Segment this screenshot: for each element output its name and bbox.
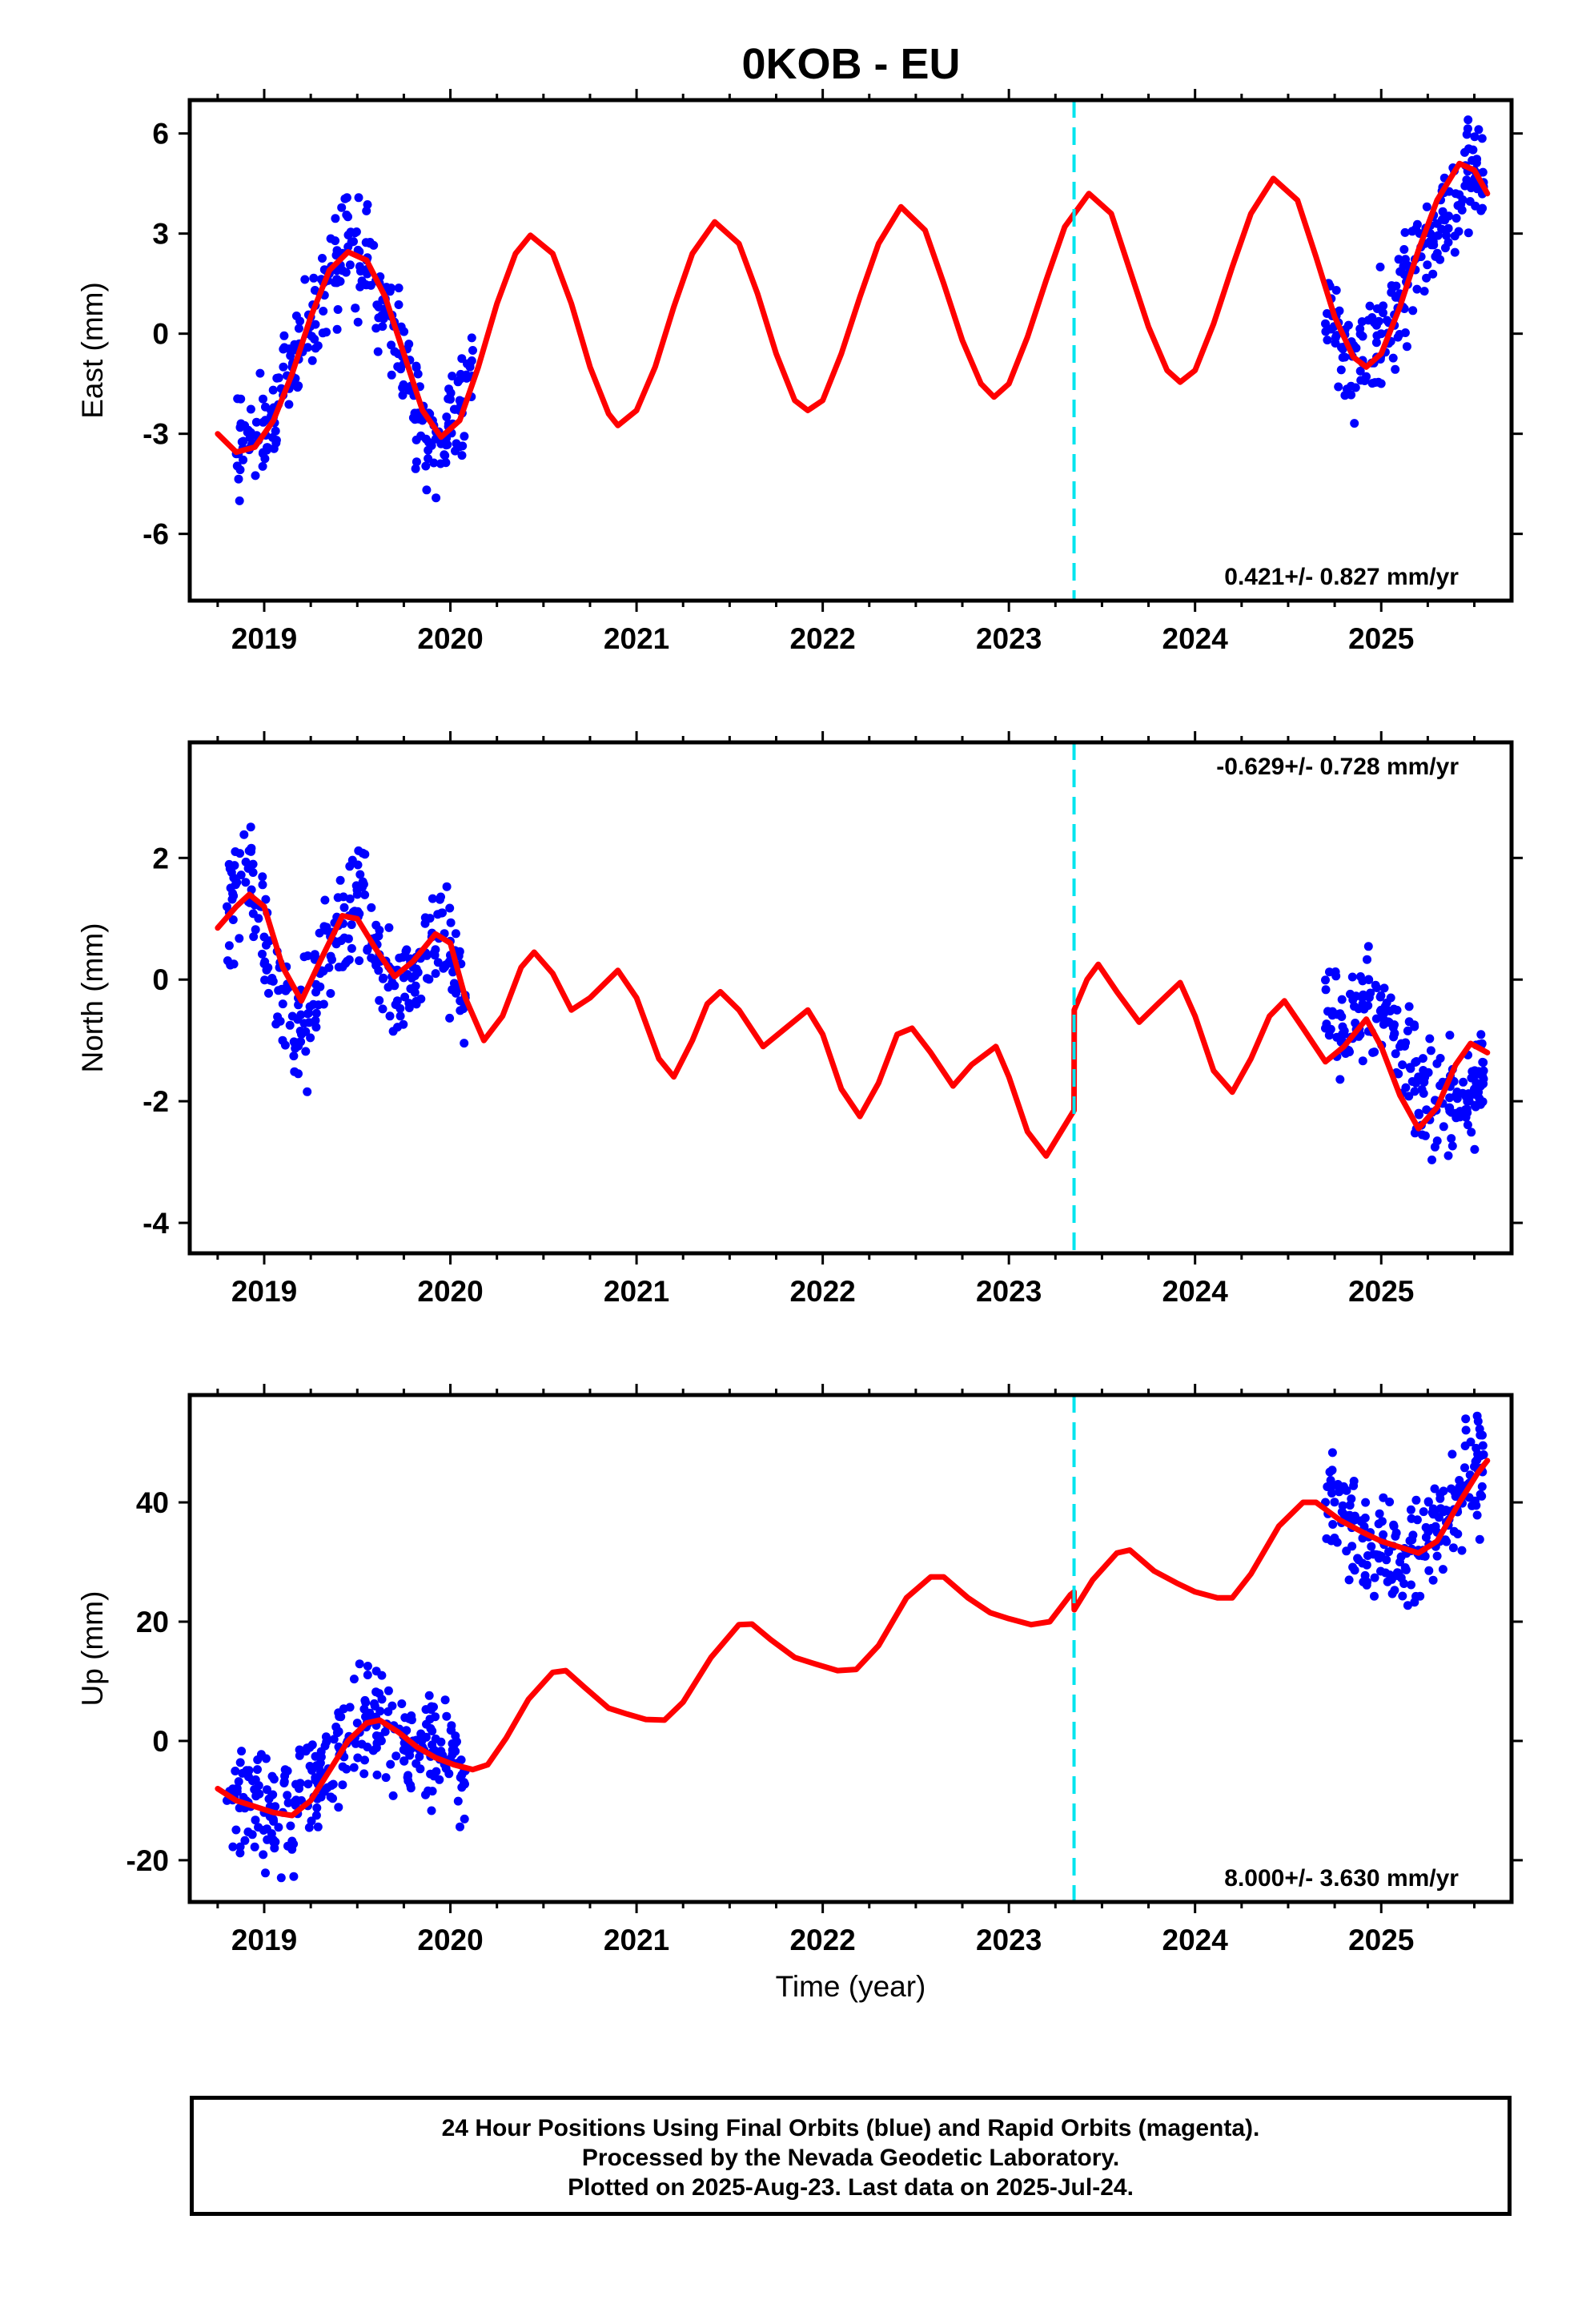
y-tick-label: 0	[152, 1725, 169, 1758]
x-tick-label: 2020	[417, 1275, 483, 1308]
data-point-cloud	[223, 822, 1488, 1164]
panel-1: 2019 2020 2021 2022 2023 2024 2025 -6 -3 0 3 6 East …	[76, 89, 1523, 655]
data-point	[1395, 1558, 1404, 1566]
data-point	[1321, 1023, 1330, 1033]
y-tick-label: 0	[152, 963, 169, 996]
plot-area	[215, 115, 1491, 505]
plot-area	[215, 1411, 1491, 1883]
y-tick-label: 0	[152, 318, 169, 351]
data-point	[1432, 219, 1442, 228]
data-point	[1479, 1066, 1488, 1076]
data-point	[352, 890, 362, 899]
x-tick-label: 2023	[976, 622, 1042, 655]
data-point-cloud	[232, 115, 1488, 505]
panel-3: 2019 2020 2021 2022 2023 2024 2025 -20 0 20 40 Up (…	[76, 1384, 1523, 2003]
data-point	[352, 1719, 362, 1728]
y-tick-label: -3	[143, 418, 169, 451]
x-tick-label: 2020	[417, 1924, 483, 1956]
x-tick-label: 2022	[789, 1275, 855, 1308]
data-point	[1395, 1042, 1404, 1051]
data-point	[455, 396, 464, 405]
data-point	[1339, 1030, 1349, 1039]
x-axis-label: Time (year)	[776, 1970, 926, 2003]
plot-area	[215, 822, 1491, 1164]
x-tick-label: 2025	[1348, 1924, 1414, 1956]
y-tick-label: 2	[152, 842, 169, 875]
chart-title: 0KOB - EU	[741, 40, 960, 88]
x-tick-label: 2025	[1348, 622, 1414, 655]
data-point	[1339, 1510, 1349, 1519]
data-point	[1358, 999, 1367, 1009]
data-point	[241, 878, 251, 887]
x-tick-label: 2021	[604, 1924, 669, 1956]
x-tick-label: 2020	[417, 622, 483, 655]
y-tick-label: 6	[152, 118, 169, 151]
data-point	[223, 902, 231, 911]
x-tick-label: 2024	[1162, 622, 1229, 655]
data-point	[390, 981, 400, 991]
x-tick-label: 2019	[231, 1275, 297, 1308]
data-point	[1451, 189, 1460, 199]
y-axis-label: Up (mm)	[76, 1591, 109, 1707]
data-point	[436, 439, 446, 448]
plot-frame	[187, 740, 1514, 1256]
y-tick-label: -4	[143, 1207, 169, 1240]
rate-annotation: -0.629+/- 0.728 mm/yr	[1216, 754, 1459, 780]
data-point	[1470, 1084, 1479, 1094]
x-tick-label: 2021	[604, 1275, 669, 1308]
footer-line-3: Plotted on 2025-Aug-23. Last data on 202…	[568, 2174, 1134, 2201]
x-tick-label: 2025	[1348, 1275, 1414, 1308]
data-point	[297, 1030, 306, 1039]
y-axis-label: North (mm)	[76, 923, 109, 1072]
data-point	[1414, 1072, 1423, 1082]
rate-annotation: 8.000+/- 3.630 mm/yr	[1224, 1865, 1459, 1892]
panel-2: 2019 2020 2021 2022 2023 2024 2025 -4 -2 0 2 North …	[76, 731, 1523, 1308]
footer-box: 24 Hour Positions Using Final Orbits (bl…	[190, 2096, 1512, 2216]
data-point	[1376, 329, 1386, 339]
model-curve	[215, 1458, 1491, 1819]
data-point	[1451, 1108, 1460, 1118]
x-tick-label: 2019	[231, 1924, 297, 1956]
model-curve	[215, 891, 1491, 1159]
data-point	[1470, 1462, 1479, 1471]
data-point	[468, 346, 477, 355]
x-tick-label: 2023	[976, 1924, 1042, 1956]
plot-frame	[187, 1393, 1514, 1904]
y-tick-label: 3	[152, 218, 169, 251]
x-tick-label: 2023	[976, 1275, 1042, 1308]
x-tick-label: 2024	[1162, 1924, 1229, 1956]
y-tick-label: 40	[136, 1486, 169, 1519]
data-point	[1321, 319, 1330, 328]
figure: 0KOB - EU 2019 2020 2021 2022 2023 2024 2025-6…	[76, 40, 1523, 2003]
data-point	[278, 999, 287, 1009]
footer-line-2: Processed by the Nevada Geodetic Laborat…	[581, 2145, 1120, 2171]
y-tick-label: -6	[143, 518, 169, 551]
y-tick-label: -2	[143, 1085, 169, 1118]
y-axis-label: East (mm)	[76, 282, 109, 419]
x-tick-label: 2019	[231, 622, 297, 655]
x-tick-label: 2021	[604, 622, 669, 655]
rate-annotation: 0.421+/- 0.827 mm/yr	[1224, 564, 1459, 590]
x-tick-label: 2024	[1162, 1275, 1229, 1308]
data-point	[1376, 1551, 1386, 1561]
data-point	[1376, 1005, 1386, 1015]
y-tick-label: -20	[126, 1844, 169, 1877]
data-point	[1479, 1450, 1488, 1459]
plot-frame	[187, 98, 1514, 603]
data-point	[259, 932, 269, 942]
data-point	[343, 242, 353, 251]
model-curve	[215, 160, 1491, 456]
x-tick-label: 2022	[789, 622, 855, 655]
data-point	[1451, 1492, 1460, 1502]
x-tick-label: 2022	[789, 1924, 855, 1956]
y-tick-label: 20	[136, 1606, 169, 1638]
data-point-cloud	[225, 1411, 1488, 1883]
footer-line-1: 24 Hour Positions Using Final Orbits (bl…	[441, 2115, 1260, 2141]
